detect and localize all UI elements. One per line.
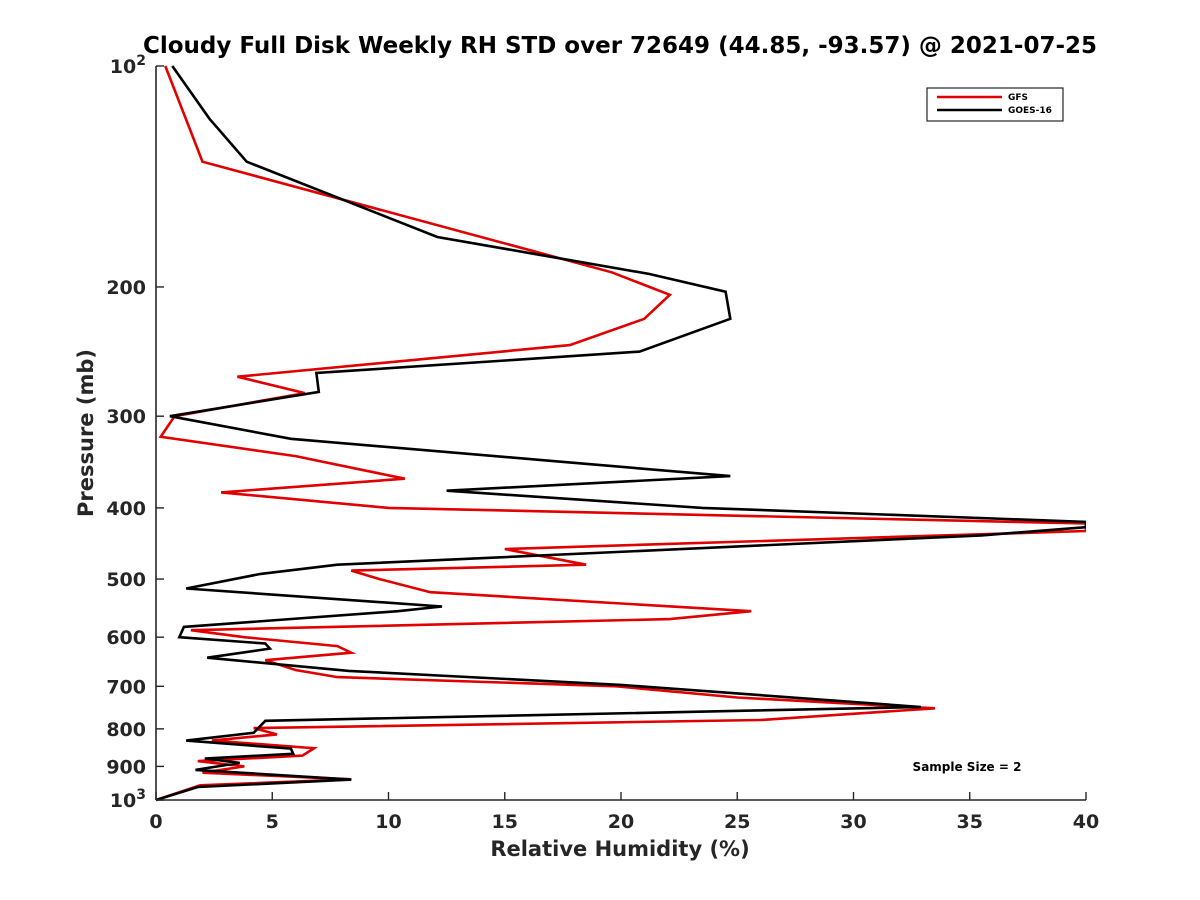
sample-size-annotation: Sample Size = 2 (913, 760, 1022, 774)
x-tick-label: 10 (375, 811, 401, 833)
axes-layer: 0 5 10 15 20 25 30 35 40 102 200 300 400 500 600 700 800… (106, 53, 1099, 833)
chart-title: Cloudy Full Disk Weekly RH STD over 7264… (143, 33, 1097, 59)
series-layer (156, 65, 1086, 802)
legend: GFS GOES-16 (926, 87, 1064, 122)
x-tick-label: 5 (266, 811, 279, 833)
legend-label-goes-16: GOES-16 (1008, 106, 1052, 116)
y-tick-label: 500 (106, 569, 146, 591)
x-tick-label: 30 (840, 811, 866, 833)
legend-box (926, 87, 1064, 122)
x-tick-label: 0 (149, 811, 162, 833)
series-line-goes-16 (156, 65, 1086, 802)
y-tick-label: 200 (106, 277, 146, 299)
y-tick-label: 102 (110, 53, 146, 78)
x-tick-label: 20 (608, 811, 634, 833)
y-tick-label: 103 (110, 787, 146, 812)
y-tick-label: 900 (106, 756, 146, 778)
legend-label-gfs: GFS (1008, 93, 1028, 103)
y-tick-label: 300 (106, 406, 146, 428)
x-tick-label: 35 (957, 811, 983, 833)
y-tick-label: 600 (106, 627, 146, 649)
x-tick-label: 40 (1073, 811, 1099, 833)
y-axis-label: Pressure (mb) (74, 349, 98, 517)
y-tick-label: 800 (106, 719, 146, 741)
x-tick-label: 15 (492, 811, 518, 833)
y-tick-label: 700 (106, 676, 146, 698)
x-axis-label: Relative Humidity (%) (490, 837, 749, 861)
x-tick-label: 25 (724, 811, 750, 833)
y-tick-label: 400 (106, 498, 146, 520)
